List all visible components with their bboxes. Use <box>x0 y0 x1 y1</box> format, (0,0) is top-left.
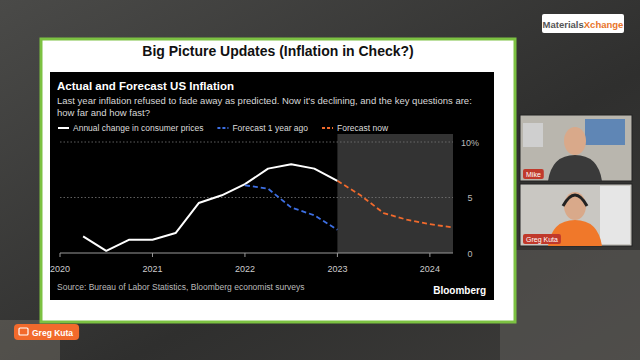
wall-item <box>600 186 630 244</box>
x-tick <box>337 253 338 257</box>
x-tick <box>152 253 153 257</box>
y-tick-label: 10% <box>461 138 479 148</box>
tile-name: Mike <box>526 171 541 178</box>
tile-name: Greg Kuta <box>526 236 558 244</box>
logo: MaterialsXchange <box>543 19 624 30</box>
person-body <box>548 155 602 181</box>
speaker-tag: Greg Kuta <box>14 324 79 340</box>
x-axis <box>60 253 453 254</box>
wall-item <box>523 123 543 147</box>
headphones <box>563 195 587 206</box>
subtitle-line: Last year inflation refused to fade away… <box>57 95 472 106</box>
chart-subtitle: Last year inflation refused to fade away… <box>57 95 472 118</box>
page: {"page": {"logo": "MaterialsXchange", "s… <box>0 0 640 360</box>
series-line <box>245 185 337 229</box>
grid-line <box>60 142 453 143</box>
slide <box>41 39 515 322</box>
shaded-range <box>337 134 453 253</box>
chart-brand: Bloomberg <box>433 285 486 296</box>
x-tick-label: 2020 <box>50 264 70 274</box>
chart-source: Source: Bureau of Labor Statistics, Bloo… <box>57 282 305 292</box>
tile-background <box>520 184 632 246</box>
plot-area <box>83 164 453 251</box>
tile-background <box>520 115 632 181</box>
background <box>0 0 640 360</box>
desk-blur <box>500 250 640 360</box>
x-tick-label: 2024 <box>420 264 440 274</box>
logo-box <box>542 14 624 33</box>
video-tile: Greg Kuta <box>520 184 632 246</box>
x-tick-label: 2021 <box>142 264 162 274</box>
logo-part: Xchange <box>584 19 624 30</box>
legend-swatch <box>217 127 228 129</box>
chart-title: Actual and Forecast US Inflation <box>57 80 234 92</box>
y-tick-label: 0 <box>467 249 472 259</box>
legend-swatch <box>58 127 69 129</box>
x-tick <box>429 253 430 257</box>
person-head <box>564 127 586 155</box>
x-tick-label: 2022 <box>235 264 255 274</box>
tile-name-tag <box>523 234 561 244</box>
subtitle-line: how far and how fast? <box>57 107 150 118</box>
x-tick-label: 2023 <box>327 264 347 274</box>
chart-background <box>50 72 494 300</box>
series-line <box>337 181 453 228</box>
person-head <box>564 192 586 220</box>
x-tick <box>60 253 61 257</box>
legend-label: Annual change in consumer prices <box>73 123 203 133</box>
video-tile: Mike <box>520 115 632 181</box>
legend-label: Forecast 1 year ago <box>232 123 308 133</box>
series-line <box>83 164 337 251</box>
tile-name-tag <box>523 169 544 179</box>
legend-label: Forecast now <box>337 123 389 133</box>
y-tick-label: 5 <box>467 193 472 203</box>
chat-icon <box>19 328 28 335</box>
logo-part: Materials <box>543 19 584 30</box>
speaker-tag-box <box>14 324 79 340</box>
legend-swatch <box>322 127 333 129</box>
x-tick <box>244 253 245 257</box>
speaker-name: Greg Kuta <box>32 328 73 338</box>
wall-map <box>585 119 625 145</box>
grid-line <box>60 197 453 198</box>
screen: MaterialsXchange Big Picture Updates (Inf… <box>0 0 640 360</box>
slide-title: Big Picture Updates (Inflation in Check?… <box>142 43 413 59</box>
